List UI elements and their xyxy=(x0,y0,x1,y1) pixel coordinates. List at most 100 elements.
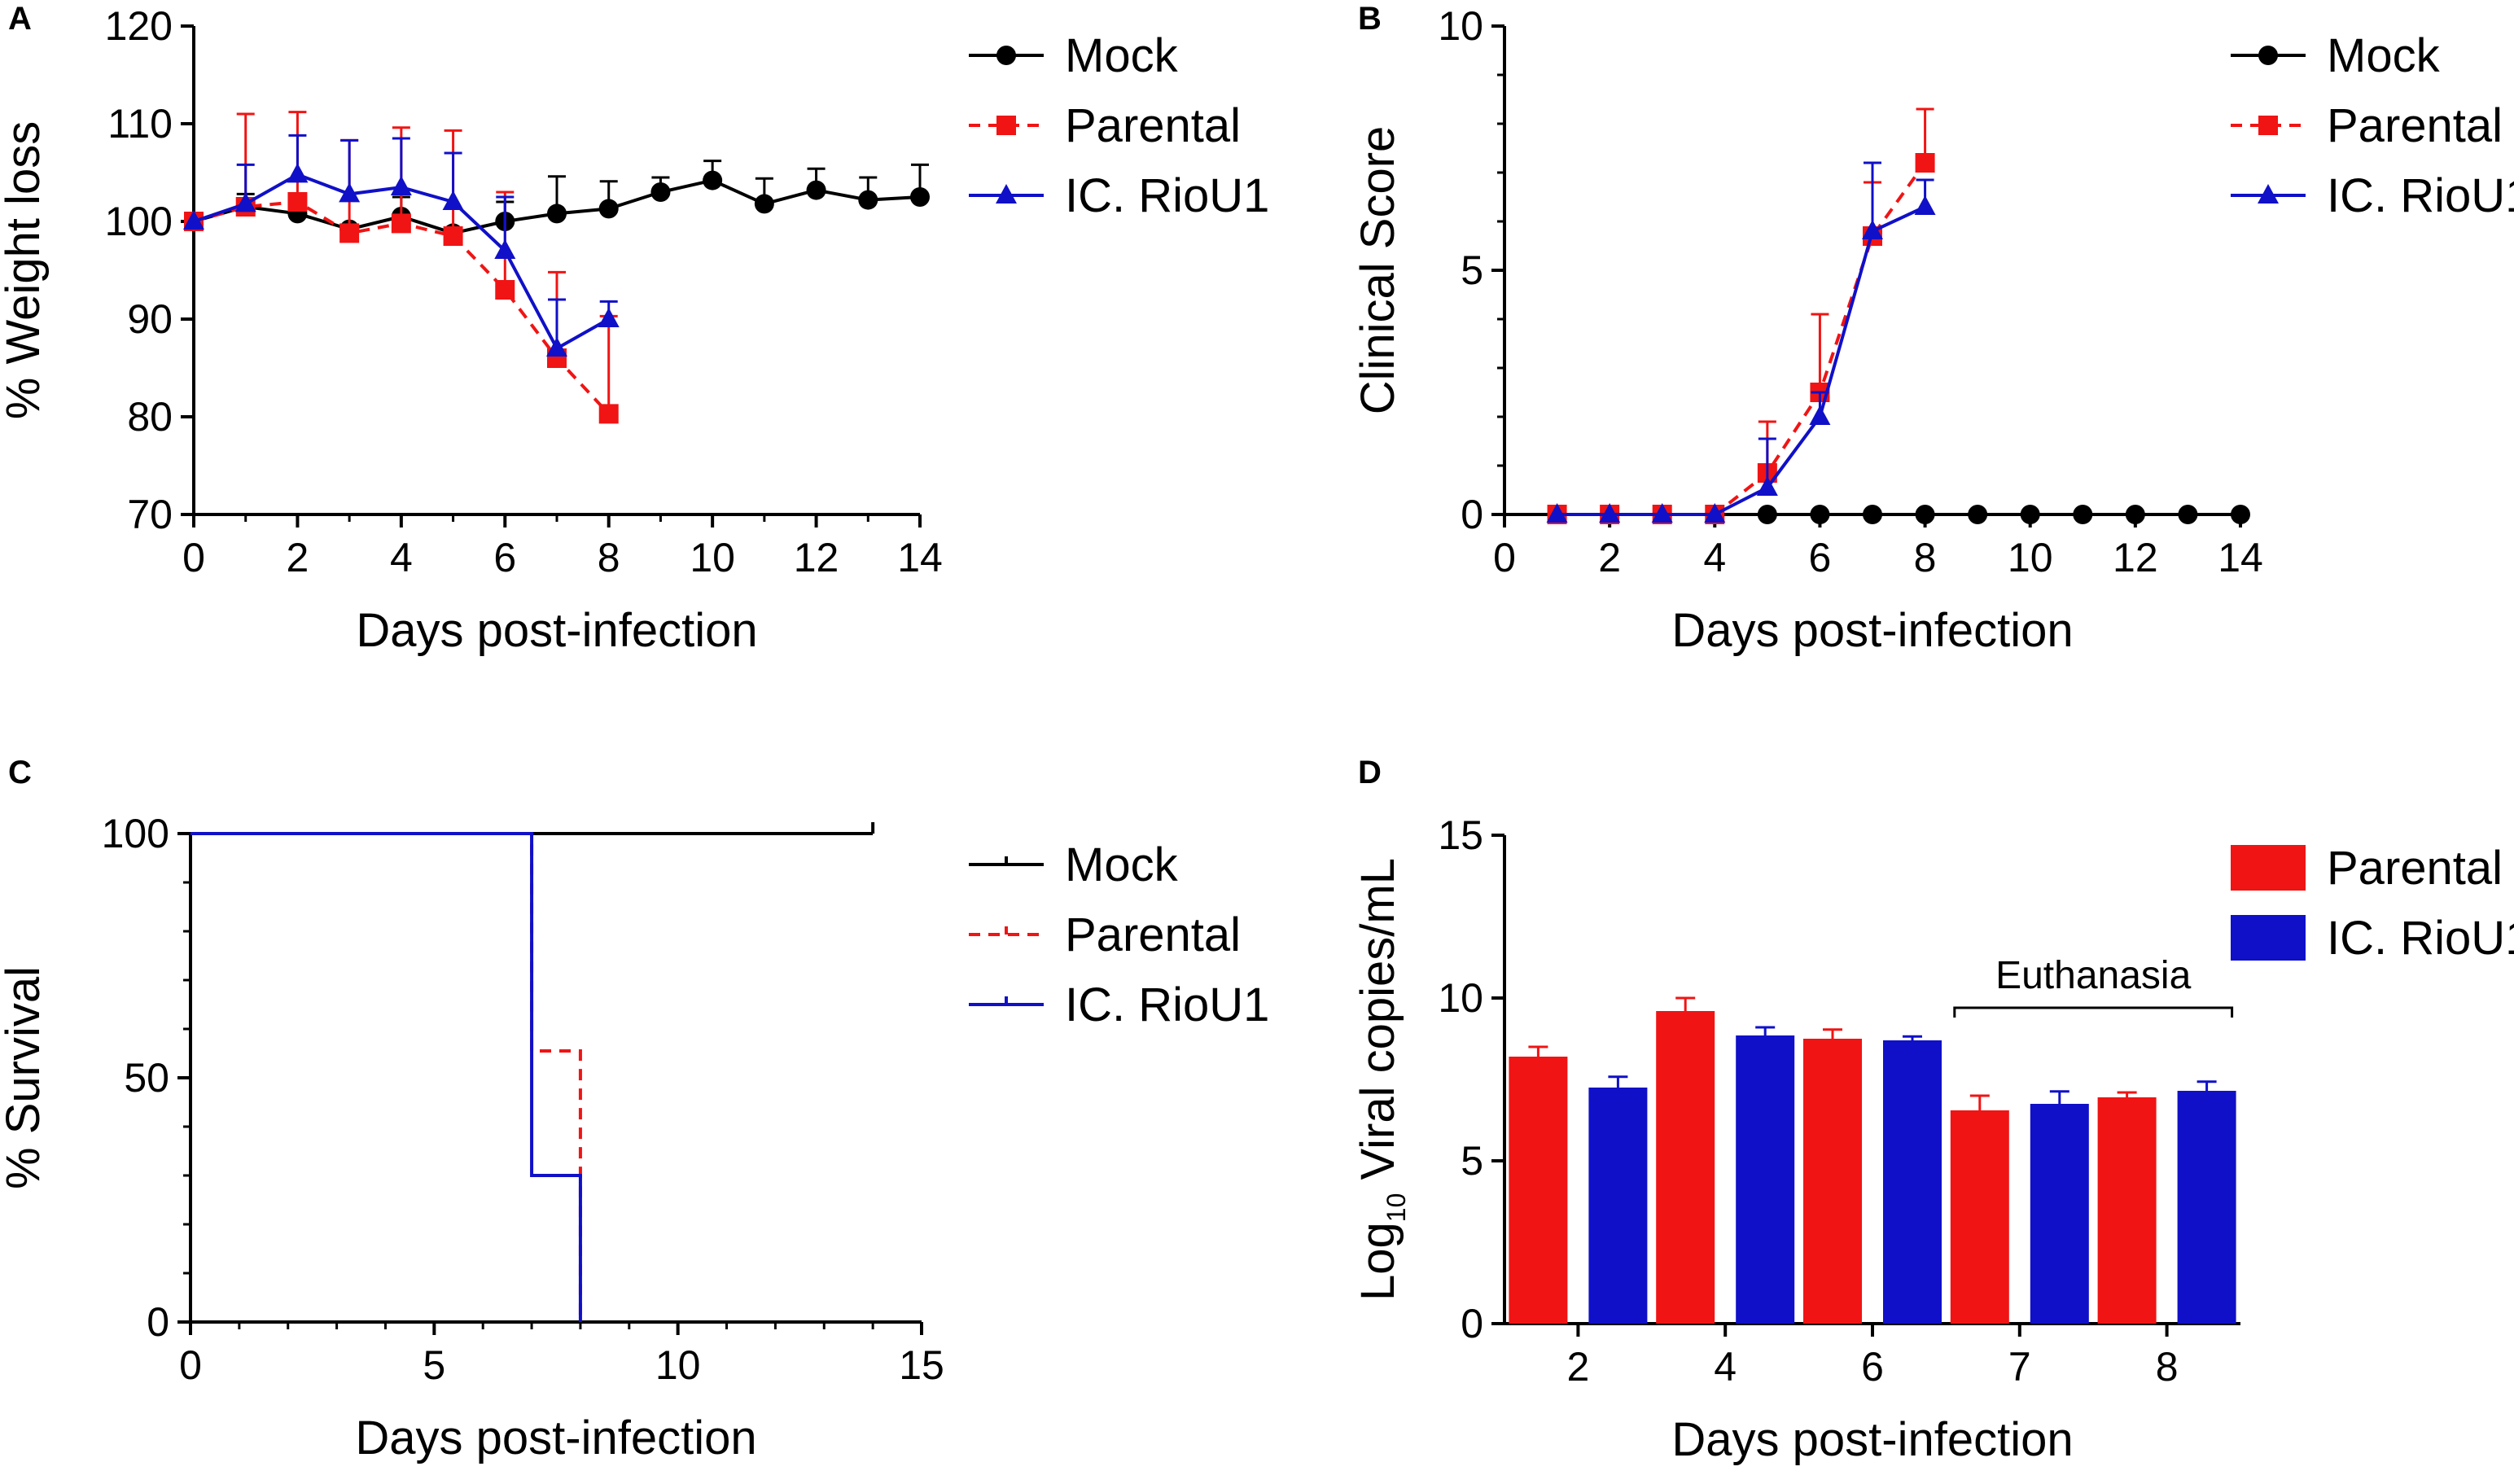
x-tick-label: 10 xyxy=(655,1342,701,1388)
bar-parental xyxy=(1950,1110,2009,1324)
y-tick-label: 5 xyxy=(1461,247,1483,293)
x-tick-label: 4 xyxy=(1703,535,1726,580)
panel-B: B 0 5 10 0 2 4 6 8 10 12 14 Days post-infection Clini… xyxy=(1351,1,2514,657)
data-point xyxy=(703,170,723,190)
legend-item: Mock xyxy=(969,29,1179,82)
x-tick-label: 12 xyxy=(2113,535,2158,580)
legend-item: IC. RioU1 xyxy=(969,978,1269,1031)
data-point xyxy=(1757,505,1777,524)
panel-label: B xyxy=(1358,1,1382,37)
y-tick-label: 110 xyxy=(107,101,173,147)
legend-label: Parental xyxy=(2327,842,2503,895)
y-tick-label: 5 xyxy=(1461,1138,1483,1184)
data-point xyxy=(1810,505,1830,524)
y-tick-label: 15 xyxy=(1438,812,1483,858)
bar-parental xyxy=(2097,1097,2157,1324)
legend-item: Parental xyxy=(2231,99,2503,152)
legend-label: IC. RioU1 xyxy=(2327,912,2514,965)
legend-label: Parental xyxy=(2327,99,2503,152)
data-point xyxy=(2125,505,2145,524)
bar-parental xyxy=(1656,1011,1715,1324)
legend-label: Mock xyxy=(2327,29,2441,82)
data-point xyxy=(443,226,463,246)
data-point xyxy=(1863,505,1882,524)
data-point xyxy=(1809,405,1831,425)
data-point xyxy=(598,404,619,424)
euthanasia-label: Euthanasia xyxy=(1995,954,2191,997)
legend-label: Mock xyxy=(1065,838,1179,891)
y-axis-title-sub: 10 xyxy=(1382,1193,1411,1223)
legend-label: Parental xyxy=(1065,908,1241,961)
y-tick-label: 0 xyxy=(1461,1301,1483,1346)
data-point xyxy=(287,192,308,212)
y-tick-label: 0 xyxy=(1461,492,1483,537)
data-point xyxy=(806,180,826,200)
data-point xyxy=(1756,476,1778,496)
y-tick-label: 90 xyxy=(127,296,173,342)
series-ic-riou1 xyxy=(183,134,620,357)
data-point xyxy=(1915,505,1935,524)
data-point xyxy=(910,187,930,207)
data-point xyxy=(547,204,567,224)
legend-item: Parental xyxy=(969,99,1241,152)
series-parental xyxy=(1547,107,1935,524)
legend-item: IC. RioU1 xyxy=(2231,169,2514,222)
y-tick-label: 10 xyxy=(1438,975,1483,1021)
data-point xyxy=(1704,503,1726,523)
x-axis-title: Days post-infection xyxy=(356,604,757,657)
y-axis-title-rest: Viral copies/mL xyxy=(1351,858,1404,1193)
series-ic-riou1 xyxy=(191,832,582,1322)
data-point xyxy=(1915,153,1935,173)
bar-ic-riou1 xyxy=(1588,1088,1648,1324)
euthanasia-bracket xyxy=(1953,1006,2234,1018)
data-point xyxy=(2020,505,2040,524)
legend-marker xyxy=(996,184,1017,204)
data-point xyxy=(391,213,411,234)
y-tick-label: 0 xyxy=(147,1299,169,1345)
x-tick-label: 10 xyxy=(690,535,735,580)
data-point xyxy=(858,190,878,210)
legend-item: Mock xyxy=(969,838,1179,891)
legend-swatch xyxy=(2231,845,2306,891)
legend-marker xyxy=(996,46,1016,65)
x-tick-label: 2 xyxy=(1566,1344,1589,1390)
x-tick-label: 6 xyxy=(1809,535,1832,580)
data-point xyxy=(754,194,774,214)
data-point xyxy=(2178,505,2198,524)
x-tick-label: 6 xyxy=(493,535,516,580)
data-point xyxy=(390,176,412,195)
legend-item: IC. RioU1 xyxy=(2231,912,2514,965)
data-point xyxy=(2231,505,2250,524)
x-tick-label: 6 xyxy=(1861,1344,1884,1390)
bar-ic-riou1 xyxy=(1736,1035,1795,1324)
legend-marker xyxy=(2258,184,2279,204)
series-parental xyxy=(191,832,582,1322)
x-tick-label: 5 xyxy=(423,1342,445,1388)
x-tick-label: 8 xyxy=(1914,535,1937,580)
data-point xyxy=(339,223,360,243)
x-tick-label: 4 xyxy=(1714,1344,1737,1390)
x-tick-label: 2 xyxy=(1598,535,1621,580)
y-tick-label: 100 xyxy=(102,811,169,856)
legend-marker xyxy=(996,116,1016,135)
data-point xyxy=(1651,503,1673,523)
legend-item: IC. RioU1 xyxy=(969,169,1269,222)
panel-label: C xyxy=(8,755,32,790)
data-point xyxy=(598,199,619,219)
data-point xyxy=(546,337,567,357)
data-point xyxy=(1546,503,1568,523)
data-point xyxy=(287,163,309,183)
x-axis-title: Days post-infection xyxy=(1671,604,2073,657)
data-point xyxy=(494,239,516,259)
x-tick-label: 10 xyxy=(2008,535,2053,580)
y-tick-label: 80 xyxy=(127,394,173,440)
legend-marker xyxy=(2258,46,2278,65)
x-tick-label: 14 xyxy=(2218,535,2263,580)
panel-label: D xyxy=(1358,755,1382,790)
legend-label: IC. RioU1 xyxy=(1065,169,1269,222)
legend-label: Mock xyxy=(1065,29,1179,82)
x-tick-label: 12 xyxy=(794,535,839,580)
data-point xyxy=(234,192,256,212)
